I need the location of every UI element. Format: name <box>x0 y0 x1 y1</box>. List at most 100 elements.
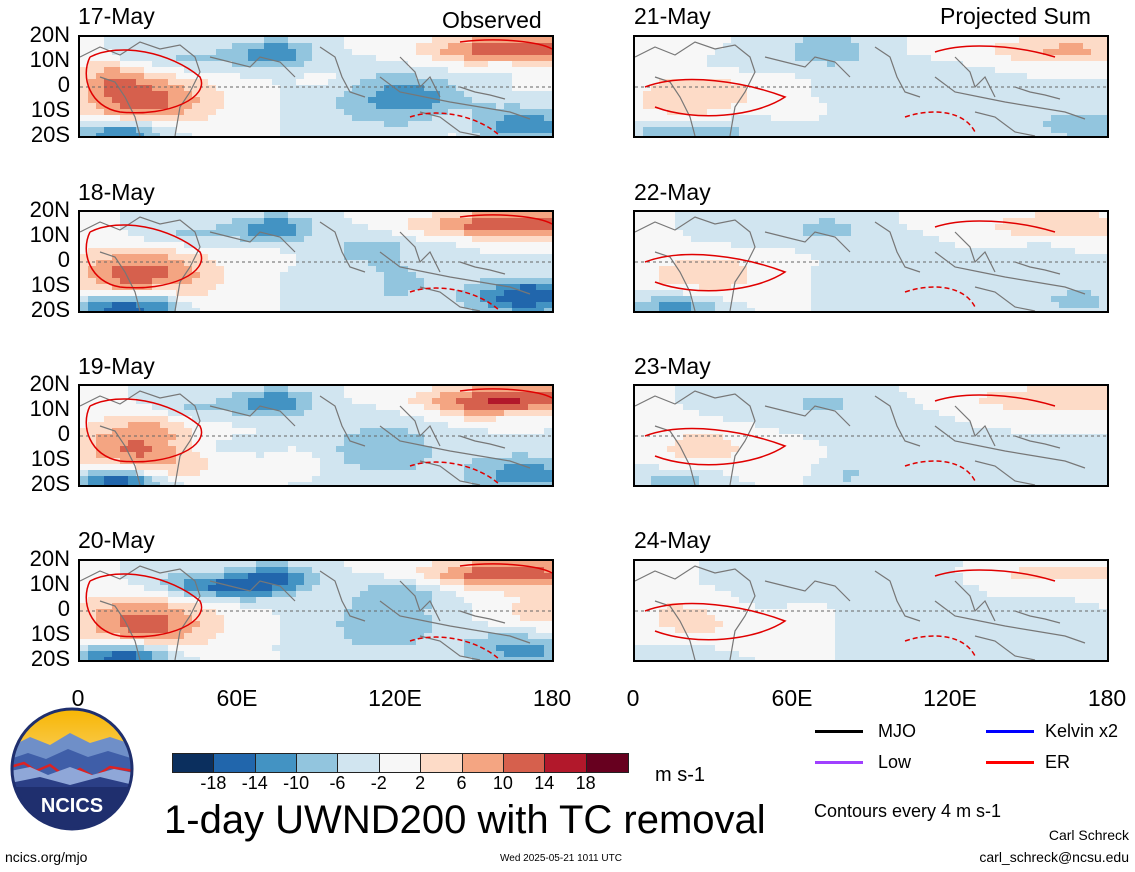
colorbar-tick: 2 <box>415 773 426 793</box>
colorbar-cell <box>503 754 546 772</box>
lat-label-row1-1: 10N <box>29 47 70 72</box>
er-contour <box>904 286 976 308</box>
er-contour <box>409 461 501 485</box>
coastline <box>954 405 996 447</box>
panel-title-left-2: 18-May <box>78 179 155 205</box>
footer-email[interactable]: carl_schreck@ncsu.edu <box>979 849 1129 865</box>
coastline <box>80 565 201 660</box>
coastline <box>419 111 481 136</box>
footer-author: Carl Schreck <box>1048 827 1129 843</box>
coastline <box>635 390 756 485</box>
colorbar-tick: 6 <box>456 773 467 793</box>
colorbar-tick: -10 <box>283 773 310 793</box>
er-contour <box>934 394 1056 407</box>
colorbar-cell <box>379 754 422 772</box>
lat-label-row2-0: 20N <box>29 197 70 222</box>
lon-label-right-60e: 60E <box>771 685 813 711</box>
coastline <box>874 395 921 447</box>
coastline <box>459 610 506 624</box>
er-contour <box>644 602 787 641</box>
coastline <box>874 221 921 273</box>
footer-url[interactable]: ncics.org/mjo <box>5 849 88 865</box>
lon-label-left-60e: 60E <box>216 685 258 711</box>
coastline <box>99 600 141 660</box>
colorbar <box>172 753 629 773</box>
lat-label-row2-4: 20S <box>30 297 70 322</box>
coastline <box>1014 435 1061 449</box>
panel-title-right-4: 24-May <box>634 527 711 553</box>
er-contour <box>85 573 203 638</box>
colorbar-tick: -2 <box>370 773 387 793</box>
figure-title: 1-day UWND200 with TC removal <box>164 798 766 842</box>
er-contour <box>644 78 787 117</box>
er-contour <box>904 111 976 133</box>
coastline <box>954 56 996 98</box>
panel-title-left-3: 19-May <box>78 353 155 379</box>
lat-label-row4-3: 10S <box>30 621 70 646</box>
projected-label: Projected Sum <box>940 3 1091 29</box>
coastline <box>974 111 1036 136</box>
er-contour <box>904 460 976 482</box>
coastline <box>764 231 851 253</box>
coastline <box>319 395 366 447</box>
coastline <box>319 221 366 273</box>
coastline <box>764 405 851 427</box>
er-contour <box>934 220 1056 233</box>
er-contour <box>85 49 203 114</box>
map-panel-right-3 <box>633 384 1109 487</box>
legend-label-er: ER <box>1045 752 1071 772</box>
lat-label-row3-4: 20S <box>30 471 70 496</box>
coastline <box>1014 86 1061 100</box>
lat-label-row3-0: 20N <box>29 371 70 396</box>
coastline <box>635 565 756 660</box>
lon-label-right-180: 180 <box>1087 685 1127 711</box>
coastline <box>954 580 996 622</box>
coastline <box>399 405 441 447</box>
lat-label-row4-2: 0 <box>57 596 70 621</box>
legend-line-er <box>986 761 1034 764</box>
colorbar-tick: -14 <box>241 773 268 793</box>
coastline <box>764 580 851 602</box>
map-panel-right-1 <box>633 35 1109 138</box>
lat-label-row3-3: 10S <box>30 446 70 471</box>
colorbar-cell <box>462 754 504 772</box>
er-contour <box>85 398 203 463</box>
lat-label-row1-4: 20S <box>30 122 70 147</box>
map-panel-left-2 <box>78 210 554 313</box>
lat-label-row4-1: 10N <box>29 571 70 596</box>
colorbar-tick: 18 <box>575 773 596 793</box>
lat-label-row3-1: 10N <box>29 396 70 421</box>
colorbar-cell <box>255 754 298 772</box>
coastline <box>974 635 1036 660</box>
colorbar-cell <box>586 754 628 772</box>
lat-label-row2-1: 10N <box>29 222 70 247</box>
coastline <box>954 231 996 273</box>
colorbar-cell <box>297 754 339 772</box>
legend-label-low: Low <box>878 752 912 772</box>
panel-title-right-2: 22-May <box>634 179 711 205</box>
coastline <box>419 635 481 660</box>
colorbar-cell <box>421 754 463 772</box>
panel-title-left-4: 20-May <box>78 527 155 553</box>
lon-label-left-120e: 120E <box>368 685 422 711</box>
er-contour <box>85 224 203 289</box>
contour-note: Contours every 4 m s-1 <box>814 801 1002 821</box>
colorbar-cell <box>338 754 380 772</box>
coastline <box>874 570 921 622</box>
coastline <box>934 76 1086 120</box>
lat-label-row4-0: 20N <box>29 546 70 571</box>
footer-timestamp: Wed 2025-05-21 1011 UTC <box>500 853 622 864</box>
coastline <box>319 570 366 622</box>
colorbar-tick: 10 <box>492 773 513 793</box>
observed-label: Observed <box>442 7 542 33</box>
coastline <box>209 405 296 427</box>
lat-label-row2-3: 10S <box>30 272 70 297</box>
er-contour <box>934 569 1056 582</box>
coastline <box>459 435 506 449</box>
coastline <box>974 460 1036 485</box>
map-panel-right-2 <box>633 210 1109 313</box>
colorbar-tick: -18 <box>200 773 227 793</box>
colorbar-tick: 14 <box>534 773 555 793</box>
coastline <box>379 600 531 644</box>
er-contour <box>459 214 552 225</box>
